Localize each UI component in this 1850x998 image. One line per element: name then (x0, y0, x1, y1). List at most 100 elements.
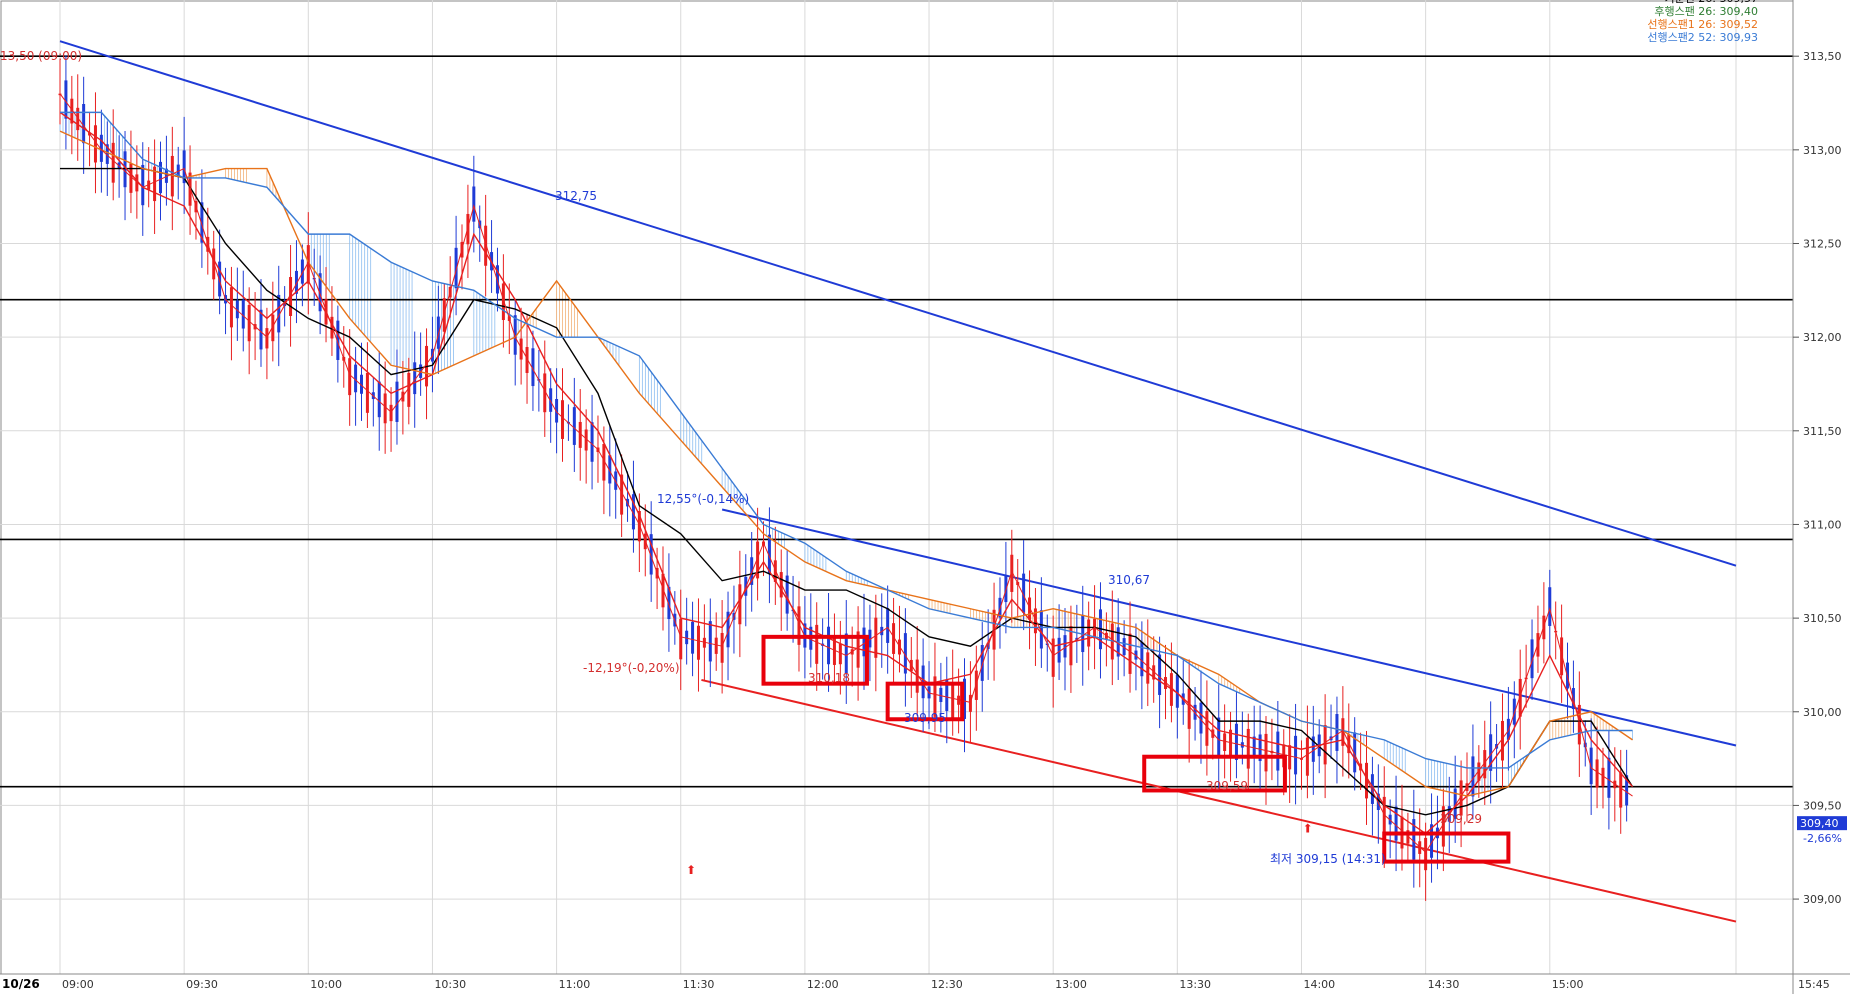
candle-body (259, 309, 263, 350)
x-tick-label: 13:00 (1055, 978, 1087, 991)
date-label: 10/26 (2, 977, 40, 991)
candle-body (637, 510, 641, 542)
candle-body (360, 374, 364, 394)
annotation-label: -12,19°(-0,20%) (583, 661, 680, 675)
candle-body (1394, 806, 1398, 841)
y-tick-label: 312,50 (1803, 238, 1842, 251)
indicator-line (60, 167, 1634, 816)
close-line (59, 93, 1633, 854)
candle-body (454, 247, 458, 289)
candle-body (377, 381, 381, 418)
candle-body (1607, 757, 1611, 798)
candle-body (1441, 806, 1445, 847)
candle-body (1057, 637, 1061, 663)
candle-body (1205, 711, 1209, 746)
highlight-boxes (761, 634, 1511, 864)
candle-body (862, 627, 866, 657)
candle-body (1459, 780, 1463, 816)
legend-entry: 후행스팬 26: 309,40 (1654, 5, 1758, 18)
candle-body (277, 294, 281, 333)
annotation-label: 13,50 (09:00) (0, 49, 82, 63)
candle-body (1199, 702, 1203, 734)
current-change-label: -2,66% (1803, 832, 1842, 845)
candle-body (844, 633, 848, 674)
candle-body (838, 643, 842, 665)
candle-body (561, 400, 565, 439)
candle-body (1081, 614, 1085, 653)
candle-body (188, 172, 192, 206)
candle-body (389, 404, 393, 422)
legend-entry: 선행스팬1 26: 309,52 (1647, 18, 1758, 31)
candle-body (241, 299, 245, 329)
candle-body (815, 624, 819, 664)
candle-body (649, 534, 653, 575)
candle-body (1217, 717, 1221, 758)
candle-body (667, 586, 671, 620)
candle-body (685, 630, 689, 645)
candle-body (945, 679, 949, 711)
candle-body (306, 245, 310, 284)
candle-body (779, 572, 783, 598)
annotation-label: 310,67 (1108, 573, 1150, 587)
candle-body (1477, 762, 1481, 781)
candle-body (827, 626, 831, 665)
candle-body (294, 270, 298, 294)
x-tick-label: 14:30 (1428, 978, 1460, 991)
y-tick-label: 313,00 (1803, 144, 1842, 157)
indicator-lines (59, 93, 1634, 854)
x-tick-label: 12:30 (931, 978, 963, 991)
candle-body (1128, 633, 1132, 674)
candle-body (383, 393, 387, 424)
candle-body (963, 678, 967, 719)
candle-body (903, 633, 907, 674)
annotation-label: 309,95 (904, 711, 946, 725)
candle-body (1370, 774, 1374, 804)
low-arrow-icon: ⬆ (686, 863, 696, 877)
candle-body (1175, 674, 1179, 708)
candle-body (407, 372, 411, 407)
candle-body (1619, 772, 1623, 808)
candle-body (354, 364, 358, 393)
candle-body (82, 104, 86, 144)
candle-body (1530, 639, 1534, 679)
candle-body (832, 638, 836, 665)
candle-body (933, 676, 937, 717)
candle-body (1311, 736, 1315, 762)
indicator-line (59, 111, 1634, 835)
x-tick-label: 13:30 (1179, 978, 1211, 991)
candle-body (980, 645, 984, 681)
candle-body (1122, 638, 1126, 656)
candle-body (111, 142, 115, 183)
candle-body (785, 575, 789, 614)
y-tick-label: 313,50 (1803, 50, 1842, 63)
candle-body (1093, 618, 1097, 639)
candle-body (318, 273, 322, 312)
candle-body (1010, 554, 1014, 592)
indicator-line (60, 111, 1633, 769)
candle-body (1323, 725, 1327, 765)
candle-body (76, 107, 80, 131)
candle-body (1140, 641, 1144, 677)
candle-body (1193, 704, 1197, 720)
y-tick-label: 310,50 (1803, 612, 1842, 625)
candle-body (64, 80, 68, 119)
candle-body (1305, 737, 1309, 776)
x-tick-label: 15:45 (1798, 978, 1830, 991)
candle-body (1252, 736, 1256, 757)
annotation-label: 309,29 (1440, 812, 1482, 826)
candle-body (1246, 728, 1250, 769)
indicator-line (59, 130, 1633, 797)
candle-body (70, 98, 74, 124)
candle-body (631, 494, 635, 530)
candle-body (170, 155, 174, 197)
candle-body (129, 163, 133, 193)
highlight-box (1382, 831, 1511, 864)
legend-entry: 기준선 26: 309,57 (1664, 0, 1758, 5)
candle-body (1577, 704, 1581, 745)
candle-body (608, 455, 612, 484)
candle-body (590, 422, 594, 462)
candle-body (1146, 652, 1150, 684)
candle-body (472, 186, 476, 222)
